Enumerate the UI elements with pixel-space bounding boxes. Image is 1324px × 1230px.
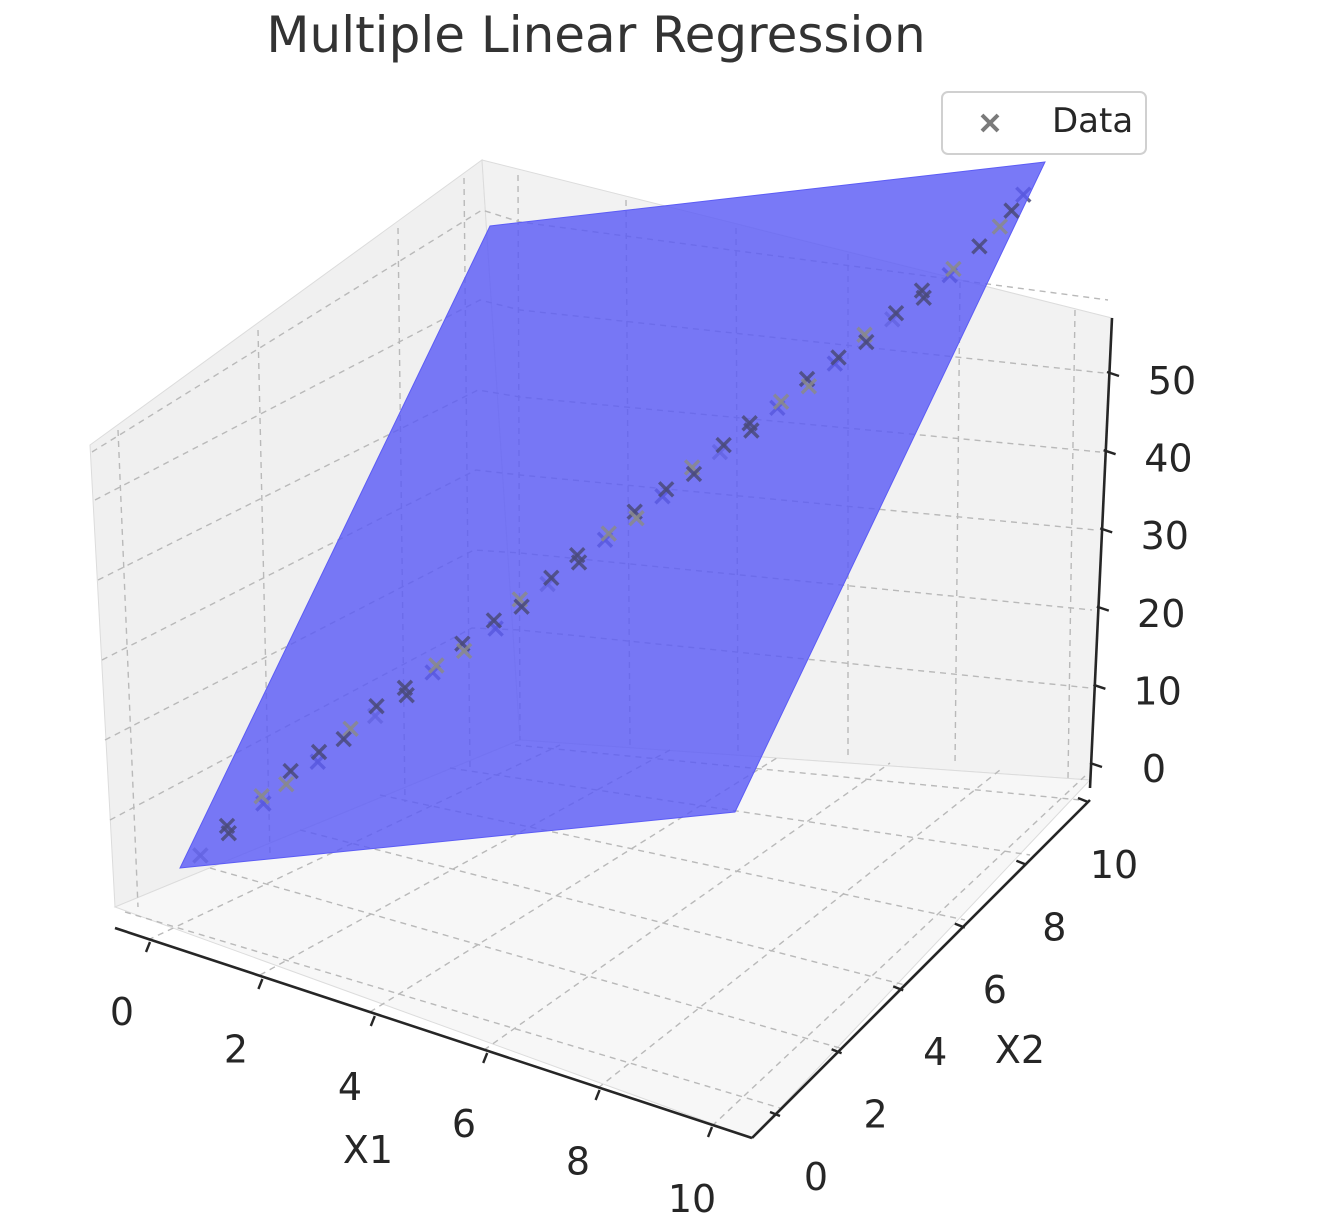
data-point bbox=[915, 289, 932, 306]
data-point bbox=[743, 422, 760, 439]
data-point bbox=[971, 238, 988, 255]
x1-tick-label: 0 bbox=[110, 990, 134, 1034]
z-tick-labels: 0 10 20 30 40 50 bbox=[1089, 359, 1196, 791]
x2-tick-mark bbox=[1077, 796, 1089, 804]
x2-tick-mark bbox=[892, 985, 904, 992]
data-point bbox=[772, 393, 790, 410]
x1-tick-mark bbox=[369, 1015, 376, 1027]
x2-tick-label: 4 bbox=[923, 1030, 947, 1074]
data-point bbox=[513, 598, 530, 615]
z-tick-label: 30 bbox=[1141, 514, 1189, 558]
legend: Data bbox=[941, 91, 1147, 155]
x1-axis-label: X1 bbox=[343, 1128, 393, 1172]
x2-tick-label: 2 bbox=[864, 1093, 888, 1137]
x1-tick-label: 8 bbox=[566, 1140, 590, 1184]
data-point bbox=[570, 554, 588, 571]
x2-axis-label: X2 bbox=[995, 1028, 1045, 1072]
x2-tick-label: 8 bbox=[1042, 905, 1066, 949]
data-point bbox=[428, 657, 445, 674]
legend-entry-data: Data bbox=[1052, 101, 1133, 141]
data-point bbox=[485, 612, 503, 629]
data-point bbox=[830, 349, 847, 366]
z-tick-mark bbox=[1106, 370, 1120, 378]
x1-tick-label: 4 bbox=[338, 1065, 362, 1109]
z-tick-label: 10 bbox=[1133, 669, 1181, 713]
data-point bbox=[800, 378, 818, 395]
data-point bbox=[628, 509, 645, 527]
x1-tick-mark bbox=[144, 941, 152, 953]
data-point bbox=[278, 775, 295, 793]
x1-tick-label: 10 bbox=[668, 1177, 716, 1221]
data-point bbox=[310, 743, 328, 761]
x1-tick-label: 6 bbox=[452, 1102, 476, 1146]
data-point bbox=[335, 730, 352, 748]
z-tick-mark bbox=[1096, 605, 1110, 612]
data-point bbox=[685, 465, 703, 483]
z-tick-mark bbox=[1103, 449, 1116, 456]
data-point bbox=[253, 788, 270, 805]
data-point bbox=[945, 260, 962, 278]
legend-marker-x-icon bbox=[980, 113, 1000, 133]
x2-tick-mark bbox=[831, 1048, 843, 1055]
x1-tick-labels: 0 2 4 6 8 10 bbox=[110, 941, 716, 1221]
data-point bbox=[543, 569, 560, 587]
data-point bbox=[858, 333, 875, 351]
regression-surface-layer bbox=[179, 161, 1046, 869]
x1-tick-mark bbox=[594, 1089, 601, 1101]
z-tick-label: 20 bbox=[1137, 592, 1185, 636]
x1-axis-line bbox=[114, 926, 753, 1140]
x2-tick-mark bbox=[769, 1110, 781, 1118]
data-point bbox=[455, 642, 473, 660]
z-axis-line bbox=[1088, 317, 1114, 789]
x1-tick-mark bbox=[482, 1052, 489, 1064]
z-tick-label: 40 bbox=[1144, 437, 1192, 481]
axis-lines bbox=[114, 317, 1114, 1140]
x2-tick-label: 10 bbox=[1090, 843, 1138, 887]
x1-tick-label: 2 bbox=[224, 1027, 248, 1071]
data-points-front bbox=[218, 202, 1020, 842]
x1-tick-mark bbox=[706, 1126, 714, 1138]
data-point bbox=[282, 762, 299, 780]
data-point bbox=[715, 436, 732, 454]
x2-tick-label: 0 bbox=[804, 1155, 828, 1199]
x2-axis-line bbox=[751, 799, 1091, 1139]
data-point bbox=[398, 686, 415, 704]
data-point bbox=[887, 304, 905, 322]
regression-surface bbox=[179, 161, 1046, 869]
legend-box bbox=[941, 91, 1147, 155]
data-point bbox=[368, 697, 385, 715]
data-point bbox=[657, 481, 675, 498]
z-tick-mark bbox=[1089, 761, 1103, 769]
chart-title: Multiple Linear Regression bbox=[266, 6, 925, 64]
data-point bbox=[1003, 202, 1020, 219]
data-point bbox=[220, 824, 238, 842]
z-tick-label: 0 bbox=[1142, 747, 1166, 791]
x2-tick-mark bbox=[954, 922, 966, 929]
data-point bbox=[991, 218, 1009, 235]
data-point bbox=[342, 720, 359, 738]
z-tick-label: 50 bbox=[1148, 359, 1196, 403]
data-point bbox=[600, 525, 617, 542]
x2-tick-label: 6 bbox=[983, 968, 1007, 1012]
x1-tick-mark bbox=[257, 978, 264, 990]
x2-tick-mark bbox=[1015, 859, 1027, 866]
z-tick-mark bbox=[1093, 683, 1106, 690]
z-tick-mark bbox=[1099, 527, 1113, 534]
